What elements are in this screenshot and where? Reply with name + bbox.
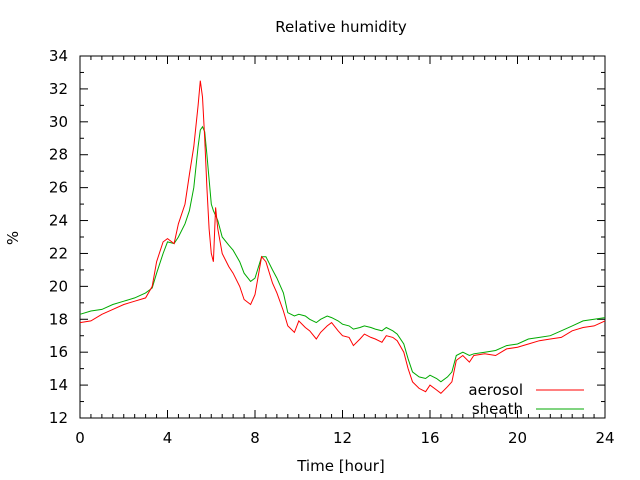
x-tick-label: 16: [420, 429, 439, 447]
x-tick-label: 20: [508, 429, 527, 447]
legend-label-aerosol: aerosol: [468, 381, 523, 399]
y-tick-label: 16: [49, 343, 68, 361]
series-line-sheath: [79, 125, 606, 383]
y-tick-label: 22: [49, 244, 68, 262]
legend-label-sheath: sheath: [472, 400, 523, 418]
y-tick-label: 14: [49, 376, 68, 394]
y-tick-label: 18: [49, 310, 68, 328]
y-tick-label: 12: [49, 409, 68, 427]
y-tick-label: 20: [49, 277, 68, 295]
x-tick-label: 8: [250, 429, 260, 447]
y-tick-label: 26: [49, 179, 68, 197]
y-tick-label: 28: [49, 146, 68, 164]
x-axis-label: Time [hour]: [296, 457, 385, 475]
y-tick-label: 30: [49, 113, 68, 131]
y-tick-label: 32: [49, 80, 68, 98]
axis-ticks: 12 14 16 18 20 22 24 26 28 30 32 34 0 4 8 12 16 20 24: [49, 47, 615, 447]
x-tick-label: 4: [163, 429, 173, 447]
x-tick-label: 0: [75, 429, 85, 447]
y-tick-label: 24: [49, 212, 68, 230]
plot-frame: [79, 55, 606, 419]
series-layer: [79, 80, 606, 394]
chart-title: Relative humidity: [275, 18, 407, 36]
series-line-aerosol: [79, 80, 606, 394]
x-tick-label: 24: [595, 429, 614, 447]
y-tick-label: 34: [49, 47, 68, 65]
x-tick-label: 12: [333, 429, 352, 447]
y-axis-label: %: [4, 231, 22, 245]
